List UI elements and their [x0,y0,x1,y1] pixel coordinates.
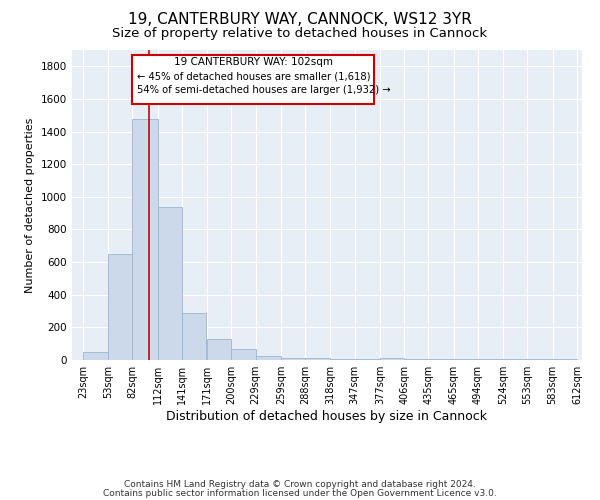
Text: 54% of semi-detached houses are larger (1,932) →: 54% of semi-detached houses are larger (… [137,86,391,96]
Bar [281,358,305,360]
Bar [454,359,478,360]
Text: 19 CANTERBURY WAY: 102sqm: 19 CANTERBURY WAY: 102sqm [173,58,332,68]
Y-axis label: Number of detached properties: Number of detached properties [25,118,35,292]
Text: Contains HM Land Registry data © Crown copyright and database right 2024.: Contains HM Land Registry data © Crown c… [124,480,476,489]
Text: Size of property relative to detached houses in Cannock: Size of property relative to detached ho… [112,28,488,40]
Bar [331,359,355,360]
Bar [404,359,428,360]
Bar [355,359,380,360]
Bar [478,359,503,360]
Bar [305,358,331,360]
Bar [158,206,182,360]
Bar [380,358,404,360]
Bar [108,254,133,360]
Bar [428,359,454,360]
Bar [83,352,108,360]
Bar [553,359,577,360]
Text: ← 45% of detached houses are smaller (1,618): ← 45% of detached houses are smaller (1,… [137,72,371,82]
Bar [207,339,232,360]
Bar [182,312,206,360]
Bar [133,118,158,360]
Text: 19, CANTERBURY WAY, CANNOCK, WS12 3YR: 19, CANTERBURY WAY, CANNOCK, WS12 3YR [128,12,472,28]
FancyBboxPatch shape [133,55,374,104]
Bar [232,350,256,360]
X-axis label: Distribution of detached houses by size in Cannock: Distribution of detached houses by size … [167,410,487,423]
Text: Contains public sector information licensed under the Open Government Licence v3: Contains public sector information licen… [103,488,497,498]
Bar [527,359,553,360]
Bar [503,359,527,360]
Bar [256,356,281,360]
